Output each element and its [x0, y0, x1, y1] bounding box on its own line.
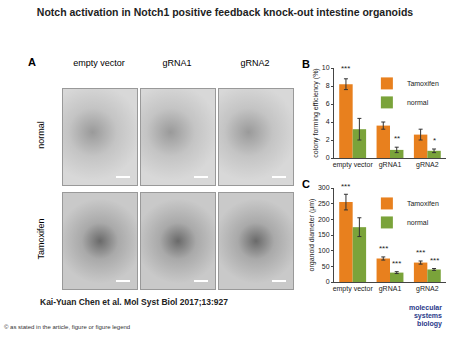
- svg-text:200: 200: [318, 216, 330, 223]
- svg-text:empty vector: empty vector: [333, 161, 374, 169]
- svg-text:***: ***: [379, 244, 388, 253]
- svg-text:8: 8: [326, 82, 330, 89]
- html-text:gRNA2: gRNA2: [240, 58, 270, 68]
- svg-text:0: 0: [326, 154, 330, 161]
- svg-text:gRNA2: gRNA2: [416, 285, 439, 293]
- html-text:C: C: [302, 178, 310, 190]
- html-text:© as stated in the article, fi: © as stated in the article, figure or fi…: [4, 324, 131, 330]
- html-text:molecular systems biology: molecular systems biology: [408, 304, 442, 327]
- svg-text:gRNA1: gRNA1: [379, 285, 402, 293]
- svg-text:6: 6: [326, 100, 330, 107]
- svg-text:colony forming efficiency (%): colony forming efficiency (%): [312, 68, 320, 157]
- svg-text:organoid diameter (µm): organoid diameter (µm): [308, 199, 316, 272]
- svg-text:250: 250: [318, 200, 330, 207]
- html-text:Kai-Yuan Chen et al. Mol Syst: Kai-Yuan Chen et al. Mol Syst Biol 2017;…: [40, 297, 228, 307]
- svg-text:empty vector: empty vector: [333, 285, 374, 293]
- svg-text:150: 150: [318, 231, 330, 238]
- svg-text:Tamoxifen: Tamoxifen: [407, 80, 439, 87]
- svg-text:***: ***: [341, 64, 350, 73]
- svg-text:**: **: [394, 134, 400, 143]
- svg-text:10: 10: [322, 64, 330, 71]
- svg-text:50: 50: [322, 263, 330, 270]
- svg-text:***: ***: [341, 182, 350, 191]
- svg-text:4: 4: [326, 118, 330, 125]
- svg-text:gRNA1: gRNA1: [379, 161, 402, 169]
- html-text:gRNA1: gRNA1: [162, 58, 192, 68]
- html-text:Notch activation in Notch1 pos: Notch activation in Notch1 positive feed…: [36, 6, 414, 18]
- svg-text:***: ***: [416, 248, 425, 257]
- svg-text:0: 0: [326, 278, 330, 285]
- svg-text:gRNA2: gRNA2: [416, 161, 439, 169]
- html-text:empty vector: empty vector: [73, 58, 125, 68]
- svg-text:normal: normal: [407, 99, 429, 106]
- svg-text:normal: normal: [407, 219, 429, 226]
- svg-text:100: 100: [318, 247, 330, 254]
- html-text:Tamoxifen: Tamoxifen: [36, 218, 46, 260]
- html-text:B: B: [302, 58, 310, 70]
- svg-text:*: *: [433, 136, 436, 145]
- svg-text:***: ***: [430, 256, 439, 265]
- html-text:A: A: [28, 56, 36, 68]
- svg-text:2: 2: [326, 136, 330, 143]
- html-text:normal: normal: [36, 121, 46, 149]
- svg-text:***: ***: [392, 259, 401, 268]
- svg-text:Tamoxifen: Tamoxifen: [407, 200, 439, 207]
- svg-text:300: 300: [318, 184, 330, 191]
